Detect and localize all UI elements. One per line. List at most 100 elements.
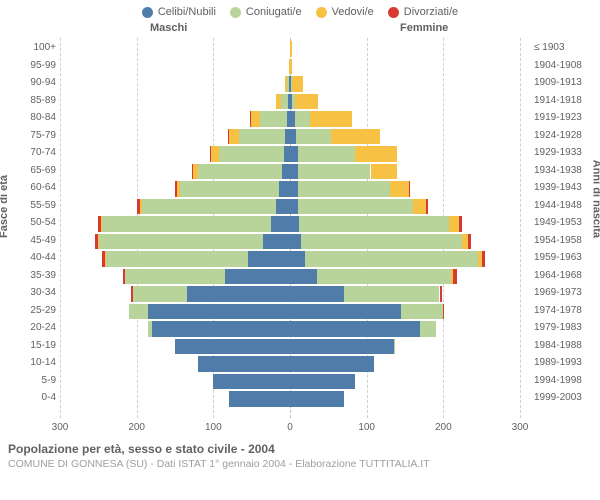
legend-item: Vedovi/e: [316, 6, 374, 18]
bar-segment-male-coniugati: [125, 269, 225, 285]
legend-item: Coniugati/e: [230, 6, 302, 18]
birth-year-label: 1949-1953: [528, 217, 600, 228]
birth-year-label: 1909-1913: [528, 77, 600, 88]
bar-segment-male-vedovi: [101, 216, 103, 232]
bar-segment-male-celibi: [187, 286, 291, 302]
birth-year-label: 1994-1998: [528, 375, 600, 386]
bar-segment-male-coniugati: [142, 199, 276, 215]
caption: Popolazione per età, sesso e stato civil…: [0, 438, 600, 470]
age-label: 55-59: [0, 200, 56, 211]
birth-year-label: 1924-1928: [528, 130, 600, 141]
age-label: 15-19: [0, 340, 56, 351]
pyramid-row: 20-241979-1983: [0, 320, 600, 338]
bar-area: [60, 198, 520, 216]
bar-segment-female-coniugati: [298, 146, 356, 162]
bar-area: [60, 373, 520, 391]
birth-year-label: 1934-1938: [528, 165, 600, 176]
bar-segment-male-coniugati: [102, 216, 271, 232]
bar-segment-male-celibi: [271, 216, 290, 232]
bar-segment-female-coniugati: [317, 269, 451, 285]
bar-area: [60, 215, 520, 233]
bar-segment-male-celibi: [213, 374, 290, 390]
bar-segment-male-coniugati: [198, 164, 282, 180]
bar-segment-male-divorziati: [175, 181, 177, 197]
bar-segment-female-coniugati: [401, 304, 443, 320]
pyramid-row: 65-69 1934-1938: [0, 163, 600, 181]
bar-area: [60, 390, 520, 408]
gender-headers: Maschi Femmine: [0, 22, 600, 38]
bar-segment-male-coniugati: [219, 146, 284, 162]
bar-segment-male-coniugati: [287, 76, 289, 92]
pyramid-row: 15-19 1984-1988: [0, 338, 600, 356]
bar-segment-female-coniugati: [301, 234, 462, 250]
birth-year-label: 1984-1988: [528, 340, 600, 351]
bar-segment-female-coniugati: [295, 111, 310, 127]
age-label: 75-79: [0, 130, 56, 141]
bar-segment-female-celibi: [290, 339, 394, 355]
bar-segment-female-coniugati: [420, 321, 435, 337]
bar-area: [60, 233, 520, 251]
legend-item: Celibi/Nubili: [142, 6, 216, 18]
bar-segment-female-divorziati: [482, 251, 486, 267]
birth-year-label: 1904-1908: [528, 60, 600, 71]
bar-segment-male-coniugati: [239, 129, 285, 145]
age-label: 70-74: [0, 147, 56, 158]
bar-segment-male-vedovi: [98, 234, 99, 250]
birth-year-label: 1979-1983: [528, 322, 600, 333]
bar-segment-female-celibi: [290, 374, 355, 390]
x-tick-label: 100: [205, 422, 222, 433]
bar-area: [60, 303, 520, 321]
age-label: 85-89: [0, 95, 56, 106]
birth-year-label: 1969-1973: [528, 287, 600, 298]
bar-segment-male-vedovi: [211, 146, 219, 162]
bar-segment-male-vedovi: [285, 76, 287, 92]
bar-segment-female-divorziati: [443, 304, 444, 320]
bar-segment-female-vedovi: [355, 146, 397, 162]
bar-area: [60, 180, 520, 198]
pyramid-row: 35-391964-1968: [0, 268, 600, 286]
bar-segment-male-divorziati: [192, 164, 193, 180]
pyramid-row: 60-641939-1943: [0, 180, 600, 198]
pyramid-row: 80-841919-1923: [0, 110, 600, 128]
legend-label: Divorziati/e: [404, 6, 458, 18]
bar-area: [60, 285, 520, 303]
legend-item: Divorziati/e: [388, 6, 458, 18]
bar-segment-female-coniugati: [296, 129, 331, 145]
bar-segment-male-coniugati: [180, 181, 280, 197]
bar-segment-male-vedovi: [105, 251, 106, 267]
bar-segment-female-vedovi: [295, 94, 318, 110]
age-label: 80-84: [0, 112, 56, 123]
legend-label: Coniugati/e: [246, 6, 302, 18]
age-label: 10-14: [0, 357, 56, 368]
age-label: 0-4: [0, 392, 56, 403]
pyramid-row: 50-541949-1953: [0, 215, 600, 233]
bar-segment-female-divorziati: [459, 216, 461, 232]
legend-swatch: [388, 7, 399, 18]
age-label: 65-69: [0, 165, 56, 176]
bar-segment-male-divorziati: [210, 146, 211, 162]
bar-segment-male-divorziati: [123, 269, 125, 285]
bar-segment-female-celibi: [290, 269, 317, 285]
bar-area: [60, 163, 520, 181]
bar-segment-female-vedovi: [331, 129, 381, 145]
bar-segment-female-divorziati: [426, 199, 428, 215]
bar-area: [60, 338, 520, 356]
bar-segment-female-vedovi: [290, 59, 292, 75]
bar-segment-male-vedovi: [177, 181, 180, 197]
birth-year-label: 1989-1993: [528, 357, 600, 368]
birth-year-label: 1964-1968: [528, 270, 600, 281]
pyramid-row: 55-59 1944-1948: [0, 198, 600, 216]
bar-segment-male-divorziati: [250, 111, 251, 127]
pyramid-row: 25-291974-1978: [0, 303, 600, 321]
pyramid-row: 75-79 1924-1928: [0, 128, 600, 146]
bar-segment-male-vedovi: [251, 111, 260, 127]
bar-area: [60, 145, 520, 163]
x-tick-label: 300: [52, 422, 69, 433]
bar-segment-female-vedovi: [449, 216, 460, 232]
age-label: 95-99: [0, 60, 56, 71]
bar-segment-male-vedovi: [229, 129, 240, 145]
bar-segment-male-celibi: [276, 199, 290, 215]
bar-segment-female-celibi: [290, 199, 298, 215]
legend-label: Celibi/Nubili: [158, 6, 216, 18]
birth-year-label: 1944-1948: [528, 200, 600, 211]
